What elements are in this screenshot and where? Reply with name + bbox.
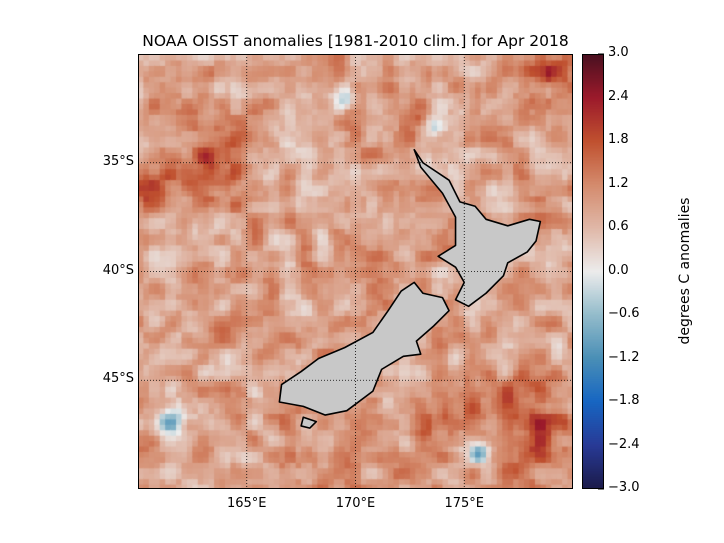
lat-tick-label: 40°S [102,262,134,278]
colorbar-label: degrees C anomalies [677,197,693,345]
colorbar-tick-label: 0.6 [608,219,629,234]
lon-tick-label: 165°E [226,496,267,511]
colorbar-tick-label: 1.8 [608,132,629,147]
map-frame [138,54,573,489]
lat-tick-label: 35°S [102,153,134,169]
colorbar-tick-label: −0.6 [608,306,640,321]
south-island-land [278,281,450,416]
colorbar-tick-label: −2.4 [608,436,640,452]
colorbar-tick-label: −1.2 [608,349,640,365]
colorbar-tick-label: −1.8 [608,393,640,408]
lon-tick-label: 175°E [444,496,485,511]
colorbar-tick-label: 0.0 [608,262,629,278]
north-island-land [413,148,542,308]
colorbar-tick-label: 3.0 [608,45,629,60]
colorbar-tick-label: 2.4 [608,88,629,104]
colorbar-tick-label: −3.0 [608,480,640,495]
colorbar-tick-label: 1.2 [608,175,629,191]
colorbar-gradient [582,54,604,489]
colorbar [582,54,604,489]
map-title: NOAA OISST anomalies [1981-2010 clim.] f… [142,32,569,50]
stewart-island-land [300,416,318,429]
lon-tick-label: 170°E [335,496,376,511]
lat-tick-label: 45°S [102,371,134,387]
